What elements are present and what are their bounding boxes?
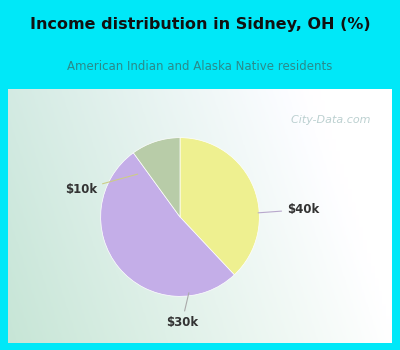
Text: $30k: $30k [166,293,198,329]
Wedge shape [101,153,234,296]
Wedge shape [180,138,259,275]
Text: $10k: $10k [65,174,138,196]
Text: Income distribution in Sidney, OH (%): Income distribution in Sidney, OH (%) [30,18,370,33]
Text: $40k: $40k [258,203,319,216]
Text: American Indian and Alaska Native residents: American Indian and Alaska Native reside… [67,61,333,74]
Text: City-Data.com: City-Data.com [284,115,371,125]
Wedge shape [133,138,180,217]
